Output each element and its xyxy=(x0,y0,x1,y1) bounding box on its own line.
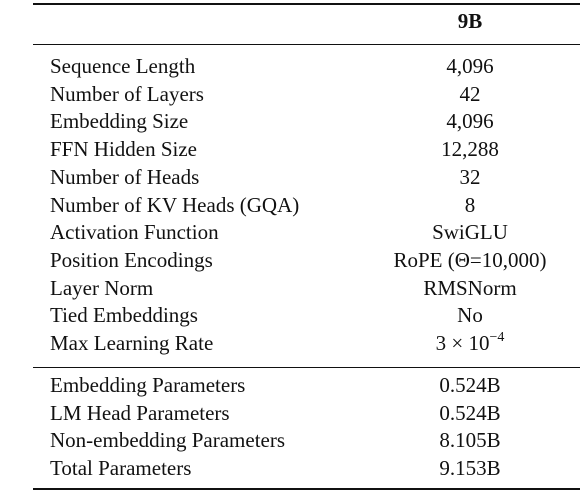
row-value: 0.524B xyxy=(439,373,501,397)
row-value: 4,096 xyxy=(446,54,494,78)
row-value: No xyxy=(457,303,483,328)
column-header: 9B xyxy=(457,9,483,33)
row-value: RoPE (Θ=10,000) xyxy=(393,247,547,272)
row-label: Embedding Size xyxy=(50,109,189,134)
header-rule xyxy=(33,44,580,45)
row-label: Max Learning Rate xyxy=(50,331,214,355)
row-label: Number of Layers xyxy=(50,81,204,106)
row-label: Activation Function xyxy=(50,220,219,245)
row-label: LM Head Parameters xyxy=(50,400,230,425)
row-value: 8 xyxy=(464,192,476,217)
row-value: 42 xyxy=(459,81,481,106)
row-value: 8.105B xyxy=(439,428,501,453)
row-label: Tied Embeddings xyxy=(50,303,198,328)
value-exponent: −4 xyxy=(489,330,505,345)
row-label: Non-embedding Parameters xyxy=(50,428,286,453)
row-value: 3 × 10−4 xyxy=(360,330,580,356)
row-label: FFN Hidden Size xyxy=(50,137,197,162)
row-value: 12,288 xyxy=(441,137,499,162)
row-label: Embedding Parameters xyxy=(50,373,246,397)
top-rule xyxy=(33,3,580,5)
row-label: Total Parameters xyxy=(50,456,192,481)
row-label: Number of Heads xyxy=(50,164,200,189)
row-value: RMSNorm xyxy=(423,275,517,300)
row-label: Layer Norm xyxy=(50,275,154,300)
row-label: Sequence Length xyxy=(50,54,196,78)
bottom-rule xyxy=(33,488,580,490)
section-rule xyxy=(33,367,580,368)
row-value: SwiGLU xyxy=(432,220,508,245)
row-value: 9.153B xyxy=(439,456,501,481)
row-value: 32 xyxy=(459,164,481,189)
row-value: 0.524B xyxy=(439,400,501,425)
row-value: 4,096 xyxy=(446,109,494,134)
row-label: Number of KV Heads (GQA) xyxy=(50,192,300,217)
row-label: Position Encodings xyxy=(50,247,213,272)
value-base: 3 × 10 xyxy=(435,331,490,355)
